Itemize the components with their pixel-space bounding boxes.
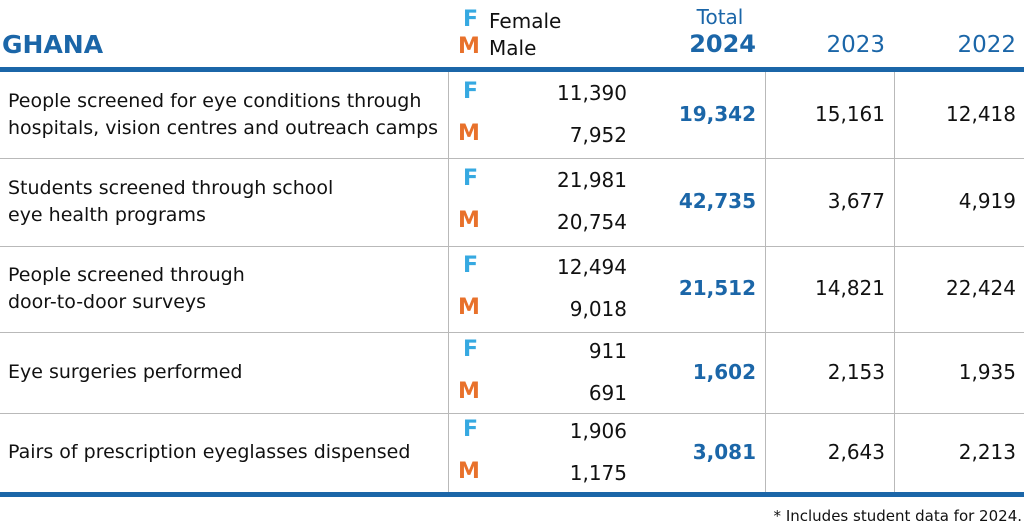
row-label: Students screened through school <box>8 177 334 199</box>
legend-code: F <box>463 7 479 32</box>
female-code: F <box>463 253 479 278</box>
row-label: Pairs of prescription eyeglasses dispens… <box>8 441 411 463</box>
male-code: M <box>458 121 480 146</box>
male-value: 9,018 <box>569 297 627 321</box>
row-separator <box>0 332 1024 333</box>
female-code: F <box>463 416 479 442</box>
male-code: M <box>458 378 480 404</box>
row-label: People screened for eye conditions throu… <box>8 90 422 112</box>
column-header: 2023 <box>826 32 885 58</box>
male-value: 1,175 <box>569 460 627 485</box>
row-separator <box>0 246 1024 247</box>
row-label: hospitals, vision centres and outreach c… <box>8 117 439 139</box>
value-2022: 2,213 <box>958 439 1016 464</box>
value-2023: 3,677 <box>827 189 885 213</box>
male-code: M <box>458 208 480 233</box>
column-header: 2024 <box>689 30 756 58</box>
value-2022: 1,935 <box>958 359 1016 384</box>
male-value: 691 <box>588 380 627 405</box>
title: GHANA <box>2 30 104 59</box>
row-separator <box>0 158 1024 159</box>
total-2024: 42,735 <box>678 189 756 213</box>
total-label: Total <box>696 5 744 29</box>
male-value: 20,754 <box>557 210 627 234</box>
value-2023: 15,161 <box>815 102 885 126</box>
row-separator <box>0 413 1024 414</box>
female-value: 21,981 <box>557 168 627 192</box>
male-code: M <box>458 458 480 484</box>
female-code: F <box>463 166 479 191</box>
row-label: door-to-door surveys <box>8 291 207 313</box>
footnote: * Includes student data for 2024. <box>773 507 1022 525</box>
value-2023: 14,821 <box>815 276 885 300</box>
value-2022: 22,424 <box>946 276 1016 300</box>
total-2024: 3,081 <box>692 439 756 464</box>
column-line <box>894 72 895 492</box>
total-2024: 21,512 <box>678 276 756 300</box>
legend-label: Female <box>489 9 562 33</box>
legend-code: M <box>458 34 480 59</box>
value-2023: 2,153 <box>827 359 885 384</box>
column-line <box>448 72 449 492</box>
female-value: 911 <box>588 338 627 363</box>
legend-label: Male <box>489 36 537 60</box>
row-label: People screened through <box>8 264 245 286</box>
total-2024: 19,342 <box>678 102 756 126</box>
row-label: Eye surgeries performed <box>8 361 243 383</box>
top-rule <box>0 67 1024 72</box>
column-header: 2022 <box>957 32 1016 58</box>
female-value: 1,906 <box>569 418 627 443</box>
row-label: eye health programs <box>8 204 206 226</box>
female-value: 12,494 <box>557 255 627 279</box>
value-2022: 12,418 <box>946 102 1016 126</box>
male-code: M <box>458 295 480 320</box>
total-2024: 1,602 <box>692 359 756 384</box>
female-value: 11,390 <box>557 81 627 105</box>
value-2023: 2,643 <box>827 439 885 464</box>
male-value: 7,952 <box>569 123 627 147</box>
bottom-rule <box>0 492 1024 497</box>
value-2022: 4,919 <box>958 189 1016 213</box>
female-code: F <box>463 336 479 362</box>
column-line <box>765 72 766 492</box>
female-code: F <box>463 79 479 104</box>
